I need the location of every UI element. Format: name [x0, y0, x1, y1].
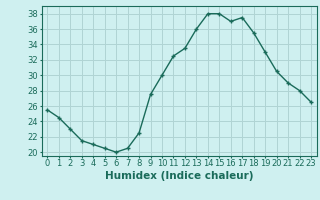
X-axis label: Humidex (Indice chaleur): Humidex (Indice chaleur)	[105, 171, 253, 181]
